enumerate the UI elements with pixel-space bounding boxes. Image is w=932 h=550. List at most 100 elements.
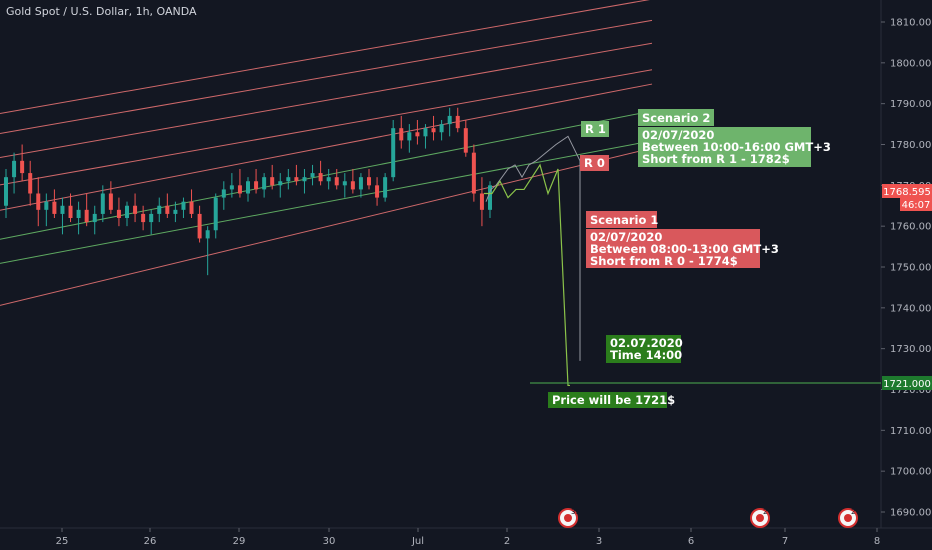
candle-body (165, 205, 170, 214)
candle-body (173, 209, 178, 214)
price-box-text: Price will be 1721$ (552, 393, 675, 407)
scenario1-line-3: Short from R 0 - 1774$ (590, 254, 738, 268)
candle (310, 164, 315, 186)
channel-lines (0, 0, 653, 306)
candle-body (197, 213, 202, 239)
candle (60, 197, 65, 235)
candle-body (302, 177, 307, 182)
event-marker-dot (756, 514, 764, 522)
time-axis[interactable]: 25 26 29 30 Jul 2 3 6 7 8 (56, 528, 881, 547)
candle (294, 164, 299, 186)
candle (4, 169, 8, 218)
channel-line (0, 69, 653, 186)
candle (383, 173, 388, 202)
candle (12, 152, 17, 194)
scenario1-line-1: 02/07/2020 (590, 230, 662, 244)
candle (133, 193, 138, 223)
candle-body (141, 213, 146, 223)
event-marker-count: 39 (571, 508, 580, 516)
candle (229, 173, 234, 198)
candle-body (479, 193, 484, 210)
event-markers[interactable]: 39 2 2 (558, 508, 858, 528)
r0-label-text: R 0 (584, 156, 605, 170)
candle-body (246, 181, 250, 194)
price-box[interactable]: Price will be 1721$ (548, 392, 675, 408)
r0-label[interactable]: R 0 (580, 155, 609, 171)
candle-body (439, 124, 444, 133)
candle (391, 120, 396, 182)
y-tick-label: 1780.000 (890, 140, 932, 151)
candle (157, 197, 162, 223)
candle-body (181, 201, 186, 210)
candle (68, 193, 73, 223)
candle (141, 205, 146, 231)
candle-body (488, 185, 492, 210)
candle-body (415, 132, 420, 137)
price-axis[interactable]: 1810.0001800.0001790.0001780.0001770.000… (881, 18, 932, 519)
candle-body (108, 193, 113, 210)
event-marker[interactable]: 2 (750, 508, 770, 528)
time-box[interactable]: 02.07.2020 Time 14:00 (606, 335, 683, 363)
y-tick-label: 1740.000 (890, 303, 932, 314)
candle-body (68, 205, 73, 218)
r0-label-bg (580, 155, 609, 171)
r1-label[interactable]: R 1 (581, 121, 609, 137)
candle (423, 124, 428, 149)
candle-body (334, 177, 339, 186)
candle (375, 177, 380, 206)
candle-body (447, 115, 452, 125)
scenario1-box[interactable]: Scenario 1 02/07/2020 Between 08:00-13:0… (586, 211, 779, 268)
candle-body (463, 128, 468, 153)
candle (44, 193, 49, 227)
candle-body (221, 189, 226, 198)
chart-title: Gold Spot / U.S. Dollar, 1h, OANDA (6, 5, 197, 18)
x-tick-label: Jul (411, 536, 424, 547)
candle-body (116, 209, 121, 218)
candle (439, 120, 444, 141)
candle-body (84, 209, 89, 223)
event-marker[interactable]: 39 (558, 508, 580, 528)
candle-body (52, 201, 57, 214)
scenario2-box[interactable]: Scenario 2 02/07/2020 Between 10:00-16:0… (638, 109, 831, 167)
y-tick-label: 1730.000 (890, 344, 932, 355)
event-marker-dot (844, 514, 852, 522)
candle (302, 169, 307, 194)
candle-body (391, 128, 396, 178)
candle-body (326, 177, 331, 182)
candle-body (375, 185, 380, 198)
candle-body (310, 173, 315, 178)
candle (76, 201, 81, 235)
y-tick-label: 1710.000 (890, 426, 932, 437)
candle-body (133, 205, 138, 214)
candle (399, 115, 404, 149)
current-price-badge (882, 184, 932, 198)
candle (197, 205, 202, 243)
event-marker[interactable]: 2 (838, 508, 858, 528)
current-price-label: 1768.595 (883, 187, 931, 198)
y-tick-label: 1800.000 (890, 58, 932, 69)
candle (246, 177, 250, 202)
current-price-marker: 1768.595 46:07 (882, 184, 932, 211)
candle (326, 169, 331, 190)
candle (237, 169, 242, 198)
candle-body (350, 181, 355, 190)
candle-body (383, 177, 388, 198)
candle-body (294, 177, 299, 182)
r1-label-text: R 1 (585, 122, 606, 136)
channel-line (0, 147, 653, 306)
candle (415, 120, 420, 145)
scenario2-title: Scenario 2 (642, 111, 710, 125)
candle (342, 173, 347, 198)
candles (4, 107, 492, 276)
candle-body (254, 181, 259, 190)
target-price-marker: 1721.000 (530, 376, 932, 390)
candle (278, 173, 283, 198)
y-tick-label: 1750.000 (890, 263, 932, 274)
candle (100, 185, 105, 223)
candle-body (229, 185, 234, 190)
x-tick-label: 7 (782, 536, 788, 547)
candle-body (455, 115, 460, 129)
candle (149, 209, 154, 235)
candle (358, 173, 363, 198)
